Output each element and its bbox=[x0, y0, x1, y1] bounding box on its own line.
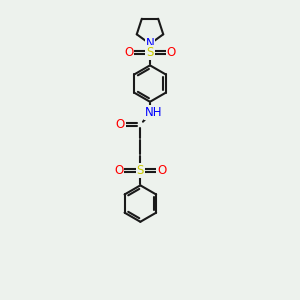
Text: S: S bbox=[137, 164, 144, 177]
Text: O: O bbox=[157, 164, 167, 177]
Text: O: O bbox=[167, 46, 176, 59]
Text: NH: NH bbox=[145, 106, 162, 119]
Text: S: S bbox=[146, 46, 154, 59]
Text: O: O bbox=[124, 46, 133, 59]
Text: N: N bbox=[146, 38, 154, 50]
Text: O: O bbox=[114, 164, 124, 177]
Text: O: O bbox=[116, 118, 124, 131]
